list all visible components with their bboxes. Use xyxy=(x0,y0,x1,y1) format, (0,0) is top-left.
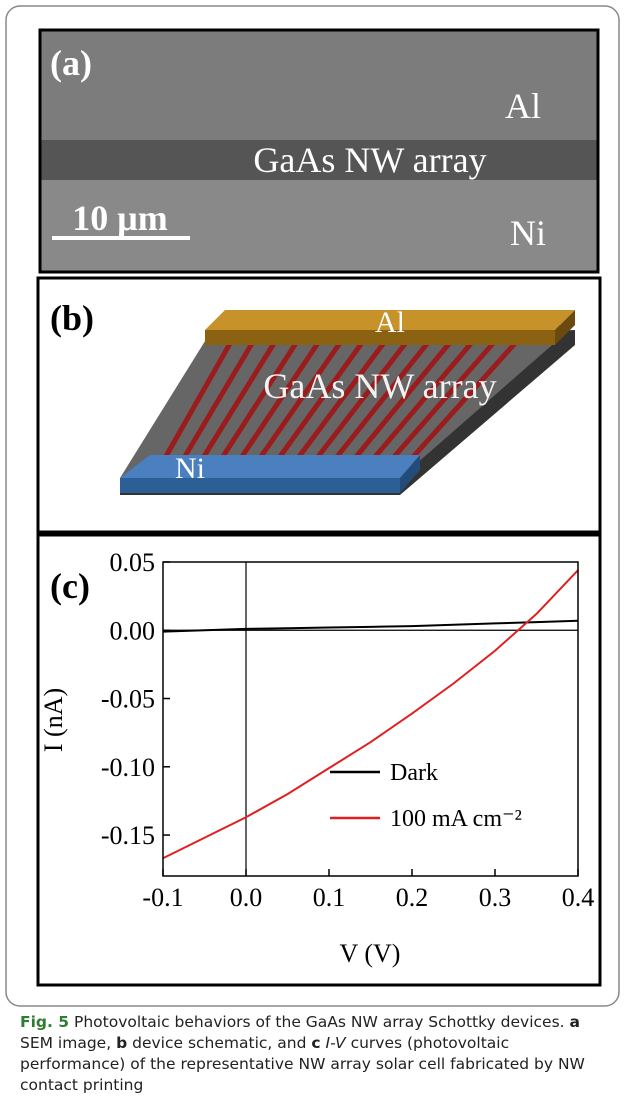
panel-b: (b) Al GaAs NW array Ni xyxy=(38,278,600,532)
panel-c: (c) V (V) I (nA) 0.05 0.00 -0.05 -0.10 -0.15… xyxy=(38,535,600,985)
caption-text: c xyxy=(311,1034,320,1052)
region-label: GaAs NW array xyxy=(263,366,496,406)
x-tick-label: 0.2 xyxy=(396,883,429,912)
region-label: Ni xyxy=(510,213,546,253)
x-axis-label: V (V) xyxy=(340,939,401,968)
panel-label: (a) xyxy=(50,43,92,83)
x-tick-label: 0.0 xyxy=(230,883,263,912)
panel-label: (c) xyxy=(50,566,90,606)
x-tick-label: 0.4 xyxy=(562,883,595,912)
y-axis-label: I (nA) xyxy=(39,688,68,752)
y-tick-label: 0.05 xyxy=(110,548,156,577)
figure: (a) Al GaAs NW array Ni 10 μm (b) Al GaA… xyxy=(0,0,625,1088)
caption-text: Fig. 5 xyxy=(20,1013,69,1031)
panel-label: (b) xyxy=(50,298,94,338)
x-tick-label: 0.3 xyxy=(479,883,512,912)
y-tick-label: -0.10 xyxy=(101,753,155,782)
scale-label: 10 μm xyxy=(72,198,167,238)
region-label: Al xyxy=(505,86,541,126)
ni-contact-side xyxy=(120,478,400,493)
y-tick-label: 0.00 xyxy=(110,616,156,645)
caption: Fig. 5 Photovoltaic behaviors of the GaA… xyxy=(20,1012,610,1096)
x-tick-label: -0.1 xyxy=(142,883,183,912)
caption-text: I-V xyxy=(326,1034,346,1052)
y-tick-label: -0.05 xyxy=(101,685,155,714)
caption-text: b xyxy=(116,1034,127,1052)
legend-label: 100 mA cm⁻² xyxy=(390,806,522,832)
legend-label: Dark xyxy=(390,760,438,786)
y-tick-label: -0.15 xyxy=(101,821,155,850)
region-label: Ni xyxy=(175,452,205,485)
page: (a) Al GaAs NW array Ni 10 μm (b) Al GaA… xyxy=(0,0,625,1088)
caption-text: Photovoltaic behaviors of the GaAs NW ar… xyxy=(69,1013,569,1031)
caption-text: a xyxy=(570,1013,580,1031)
region-label: Al xyxy=(375,306,405,339)
ni-contact xyxy=(120,455,420,478)
panel-a: (a) Al GaAs NW array Ni 10 μm xyxy=(40,30,598,272)
x-tick-label: 0.1 xyxy=(313,883,346,912)
region-label: GaAs NW array xyxy=(253,140,486,180)
caption-text: device schematic, and xyxy=(127,1034,311,1052)
